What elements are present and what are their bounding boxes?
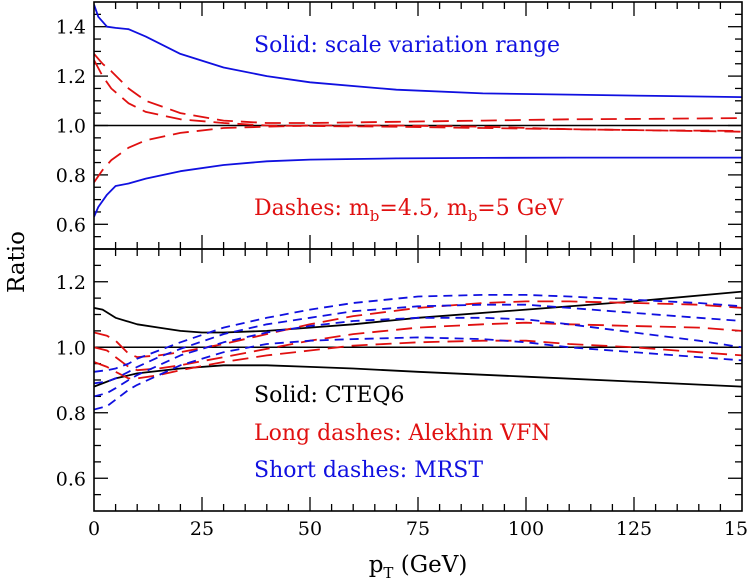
bottom-series-blue-short-dash-6 bbox=[94, 303, 742, 385]
bottom-series-blue-short-dash-5 bbox=[94, 293, 742, 373]
top-series-blue-solid-1 bbox=[94, 156, 742, 218]
bottom-series-blue-short-dash-7 bbox=[94, 316, 742, 398]
bottom-panel-y-tick-labels: 0.6 0.8 1.0 1.2 bbox=[56, 272, 86, 491]
x-tick-label: 125 bbox=[616, 518, 652, 540]
top-panel-y-tick-labels: 0.6 0.8 1.0 1.2 1.4 bbox=[56, 17, 86, 237]
top-y-tick-label: 1.4 bbox=[56, 17, 86, 39]
bottom-panel-series bbox=[94, 290, 742, 411]
bottom-annotation-long-dashes: Long dashes: Alekhin VFN bbox=[254, 421, 551, 446]
top-series-red-long-dash-2 bbox=[94, 53, 742, 124]
bottom-annotation-solid: Solid: CTEQ6 bbox=[254, 383, 404, 408]
bottom-y-tick-label: 1.2 bbox=[56, 272, 86, 294]
bottom-y-tick-label: 0.8 bbox=[56, 403, 86, 425]
bottom-series-red-long-dash-2 bbox=[94, 300, 742, 359]
top-y-tick-label: 1.0 bbox=[56, 116, 86, 138]
x-tick-labels: 0 25 50 75 100 125 150 bbox=[88, 518, 747, 540]
bottom-series-red-long-dash-3 bbox=[94, 321, 742, 372]
bottom-y-tick-label: 1.0 bbox=[56, 337, 86, 359]
bottom-annotation-short-dashes: Short dashes: MRST bbox=[254, 458, 483, 483]
top-panel-series bbox=[94, 4, 742, 218]
bottom-series-black-solid-0 bbox=[94, 290, 742, 334]
top-series-red-long-dash-3 bbox=[94, 59, 742, 132]
y-axis-title: Ratio bbox=[4, 231, 30, 293]
top-series-red-long-dash-4 bbox=[94, 124, 742, 183]
x-tick-label: 75 bbox=[406, 518, 430, 540]
top-series-blue-solid-0 bbox=[94, 4, 742, 98]
top-y-tick-label: 1.2 bbox=[56, 66, 86, 88]
bottom-panel-ticks bbox=[94, 249, 742, 511]
top-annotation-dashes: Dashes: mb=4.5, mb=5 GeV bbox=[254, 196, 564, 225]
x-tick-label: 25 bbox=[190, 518, 214, 540]
top-annotation-solid: Solid: scale variation range bbox=[254, 33, 560, 58]
bottom-panel-frame bbox=[93, 248, 743, 512]
top-y-tick-label: 0.8 bbox=[56, 165, 86, 187]
bottom-series-blue-short-dash-8 bbox=[94, 336, 742, 411]
x-tick-label: 50 bbox=[298, 518, 322, 540]
x-tick-label: 150 bbox=[724, 518, 747, 540]
bottom-series-black-solid-1 bbox=[94, 364, 742, 388]
x-tick-label: 100 bbox=[508, 518, 544, 540]
x-axis-title: pT (GeV) bbox=[369, 552, 468, 581]
top-y-tick-label: 0.6 bbox=[56, 214, 86, 236]
bottom-y-tick-label: 0.6 bbox=[56, 468, 86, 490]
bottom-series-red-long-dash-4 bbox=[94, 339, 742, 380]
top-panel-ticks bbox=[94, 2, 742, 249]
x-tick-label: 0 bbox=[88, 518, 100, 540]
